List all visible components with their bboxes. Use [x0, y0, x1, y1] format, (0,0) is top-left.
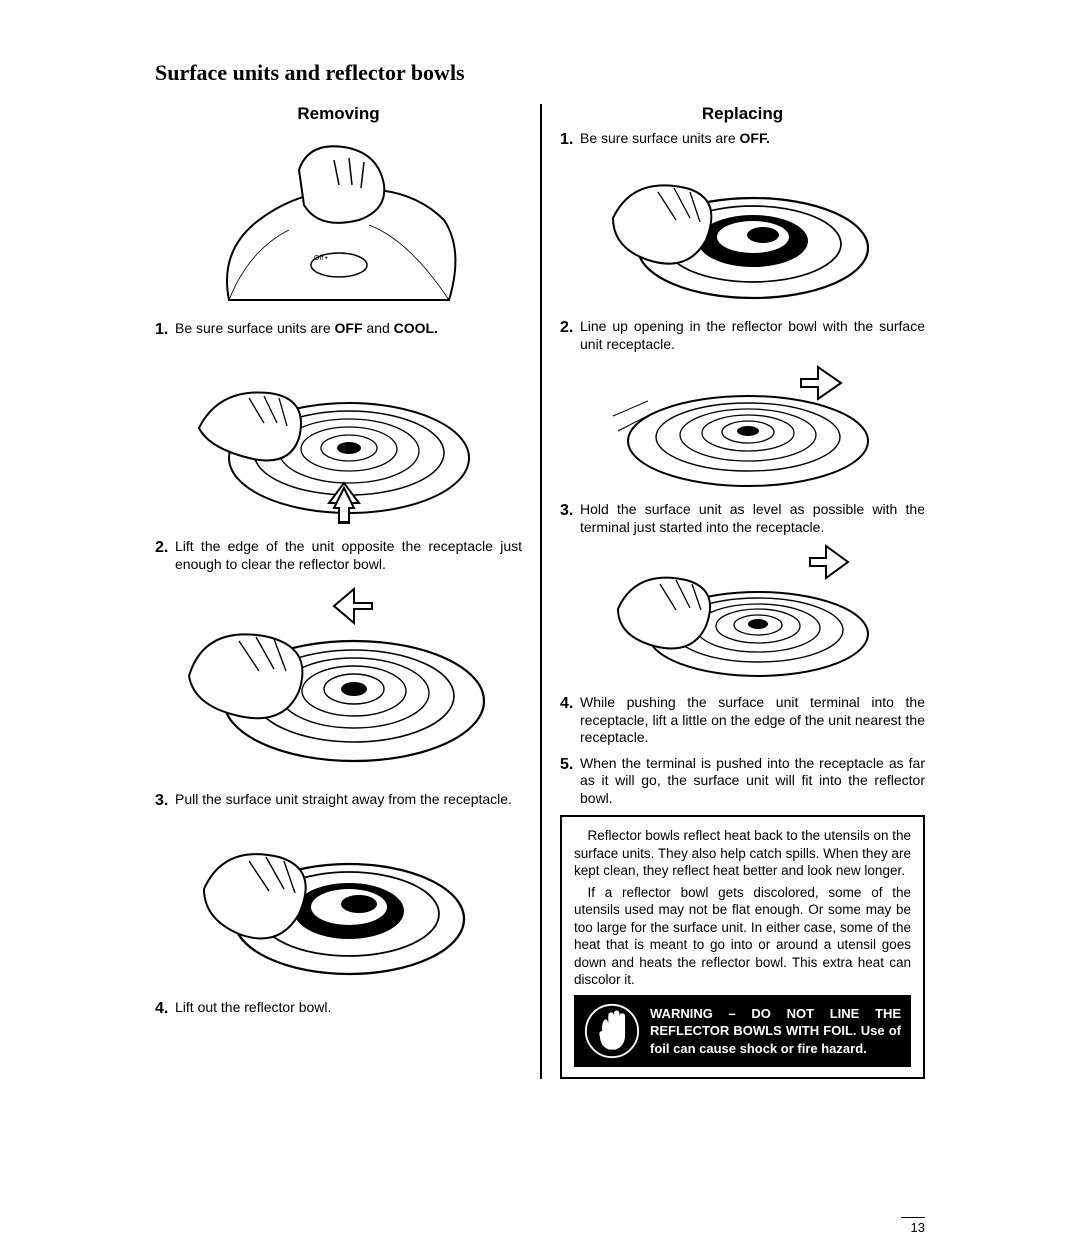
removing-column: Removing Off • 1. Be sure surface units …: [155, 104, 540, 1079]
removing-illustration-3: [184, 581, 494, 781]
removing-step-4: 4. Lift out the reflector bowl.: [155, 999, 522, 1019]
replacing-step-5: 5. When the terminal is pushed into the …: [560, 755, 925, 808]
removing-step-1: 1. Be sure surface units are OFF and COO…: [155, 320, 522, 340]
replacing-step-4: 4. While pushing the surface unit termin…: [560, 694, 925, 747]
info-paragraph-2: If a reflector bowl gets discolored, som…: [574, 884, 911, 989]
removing-illustration-2: [189, 348, 489, 528]
reflector-info-box: Reflector bowls reflect heat back to the…: [560, 815, 925, 1079]
replacing-illustration-2: [603, 361, 883, 491]
page-number: 13: [901, 1217, 925, 1235]
replacing-illustration-3: [608, 544, 878, 684]
removing-illustration-4: [199, 819, 479, 989]
removing-step-2: 2. Lift the edge of the unit opposite th…: [155, 538, 522, 573]
page-title: Surface units and reflector bowls: [155, 60, 925, 86]
svg-text:Off •: Off •: [314, 255, 328, 262]
removing-heading: Removing: [155, 104, 522, 124]
info-paragraph-1: Reflector bowls reflect heat back to the…: [574, 827, 911, 880]
replacing-step-2: 2. Line up opening in the reflector bowl…: [560, 318, 925, 353]
replacing-step-1: 1. Be sure surface units are OFF.: [560, 130, 925, 150]
stop-hand-icon: [584, 1003, 640, 1059]
replacing-heading: Replacing: [560, 104, 925, 124]
replacing-illustration-1: [608, 158, 878, 308]
replacing-column: Replacing 1. Be sure surface units are O…: [540, 104, 925, 1079]
warning-box: WARNING – DO NOT LINE THE REFLECTOR BOWL…: [574, 995, 911, 1067]
removing-step-3: 3. Pull the surface unit straight away f…: [155, 791, 522, 811]
replacing-step-3: 3. Hold the surface unit as level as pos…: [560, 501, 925, 536]
warning-text: WARNING – DO NOT LINE THE REFLECTOR BOWL…: [650, 1005, 901, 1058]
removing-illustration-1: Off •: [209, 130, 469, 310]
